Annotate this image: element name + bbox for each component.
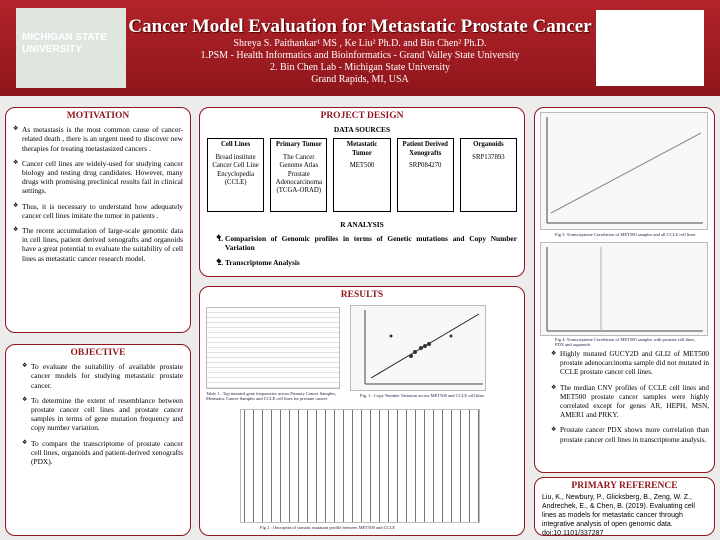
gvsu-logo: GRAND VALLEY STATE UNIVERSITY PROFESSION… xyxy=(596,10,704,86)
source-box: Cell Lines Broad institute Cancer Cell Li… xyxy=(207,138,265,213)
bullet: Highly mutated GUCY2D and GLI2 of MET500… xyxy=(551,350,709,378)
source-title: Metastatic Tumor xyxy=(346,141,378,157)
source-box: Primary Tumor The Cancer Genome Atlas Pro… xyxy=(270,138,328,213)
source-text: SRP084270 xyxy=(408,162,442,170)
source-title: Cell Lines xyxy=(220,141,251,149)
source-box: Organoids SRP137893 xyxy=(459,138,518,213)
subheading: R ANALYSIS xyxy=(340,220,384,230)
source-title: Patient Derived Xenografts xyxy=(402,141,448,157)
bullet: Cancer cell lines are widely-used for st… xyxy=(13,159,183,196)
bullets: Highly mutated GUCY2D and GLI2 of MET500… xyxy=(551,350,709,451)
bullet: To evaluate the suitability of available… xyxy=(22,362,183,390)
caption: Table 1 : Top mutated gene frequencies a… xyxy=(206,391,337,401)
reference-panel: PRIMARY REFERENCE Liu, K., Newbury, P., … xyxy=(534,477,715,538)
heading: RESULTS xyxy=(340,290,384,300)
heading: PROJECT DESIGN xyxy=(320,111,404,121)
bullet: To determine the extent of resemblance b… xyxy=(22,396,183,433)
figure xyxy=(540,112,708,230)
source-text: SRP137893 xyxy=(472,153,505,161)
heading: OBJECTIVE xyxy=(70,348,126,358)
bullet: As metastasis is the most common cause o… xyxy=(13,125,183,153)
logo-text: STATE UNIVERSITY xyxy=(602,31,698,42)
bullet: Thus, it is necessary to understand how … xyxy=(13,202,183,220)
caption: Fig 4: Transcriptome Correlation of MET5… xyxy=(555,337,696,347)
bullet: Prostate cancer PDX shows more correlati… xyxy=(551,426,709,444)
step: Transcriptome Analysis xyxy=(216,258,517,267)
table-image xyxy=(206,307,340,389)
heading: MOTIVATION xyxy=(66,111,130,121)
bullet: The median CNV profiles of CCLE cell lin… xyxy=(551,384,709,421)
design-panel: PROJECT DESIGN DATA SOURCES Cell Lines Br… xyxy=(199,107,525,277)
objective-panel: OBJECTIVE To evaluate the suitability of… xyxy=(5,344,191,536)
right-panel: Fig 3: Transcriptome Correlation of MET5… xyxy=(534,107,715,473)
source-box: Patient Derived Xenografts SRP084270 xyxy=(396,138,454,213)
affiliation: 1.PSM - Health Informatics and Bioinform… xyxy=(200,50,520,61)
bullets: As metastasis is the most common cause o… xyxy=(13,125,183,263)
caption: Fig. 1 : Copy Number Variation across ME… xyxy=(360,393,485,398)
location: Grand Rapids, MI, USA xyxy=(311,74,409,85)
logo-text: PROFESSIONAL xyxy=(610,41,690,52)
source-text: The Cancer Genome Atlas Prostate Adenoca… xyxy=(275,153,323,195)
source-title: Organoids xyxy=(473,141,504,149)
motivation-panel: MOTIVATION As metastasis is the most com… xyxy=(5,107,191,333)
source-text: MET500 xyxy=(349,162,375,170)
authors: Shreya S. Paithankar¹ MS , Ke Liu² Ph.D.… xyxy=(233,38,487,49)
caption: Fig 2 : Oncoprint of somatic mutation pr… xyxy=(260,525,396,530)
figure xyxy=(350,305,486,391)
header: Cancer Model Evaluation for Metastatic P… xyxy=(0,0,720,96)
bullet: The recent accumulation of large-scale g… xyxy=(13,226,183,263)
subheading: DATA SOURCES xyxy=(333,125,391,135)
caption: Fig 3: Transcriptome Correlation of MET5… xyxy=(555,232,696,237)
oncoprint xyxy=(240,409,480,523)
source-title: Primary Tumor xyxy=(275,141,322,149)
title: Cancer Model Evaluation for Metastatic P… xyxy=(128,16,592,37)
results-panel: RESULTS Table 1 : Top mutated gene frequ… xyxy=(199,286,525,536)
logo-text: GRAND VALLEY xyxy=(610,21,690,32)
affiliation: 2. Bin Chen Lab - Michigan State Univers… xyxy=(270,62,450,73)
figure xyxy=(540,242,708,336)
bullet: To compare the transcriptome of prostate… xyxy=(22,439,183,467)
source-boxes: Cell Lines Broad institute Cancer Cell Li… xyxy=(207,138,518,213)
heading: PRIMARY REFERENCE xyxy=(571,481,678,491)
points xyxy=(389,334,453,358)
logo-text: SCIENCE MASTER'S xyxy=(624,51,676,72)
trend xyxy=(550,132,702,214)
bullets: To evaluate the suitability of available… xyxy=(13,362,183,466)
steps: Comparision of Genomic profiles in terms… xyxy=(207,234,517,268)
step: Comparision of Genomic profiles in terms… xyxy=(216,234,517,252)
source-text: Broad institute Cancer Cell Line Encyclo… xyxy=(212,153,259,187)
source-box: Metastatic Tumor MET500 xyxy=(333,138,391,213)
msu-logo: MICHIGAN STATE UNIVERSITY xyxy=(16,8,126,88)
reference: Liu, K., Newbury, P., Glicksberg, B., Ze… xyxy=(542,494,695,538)
